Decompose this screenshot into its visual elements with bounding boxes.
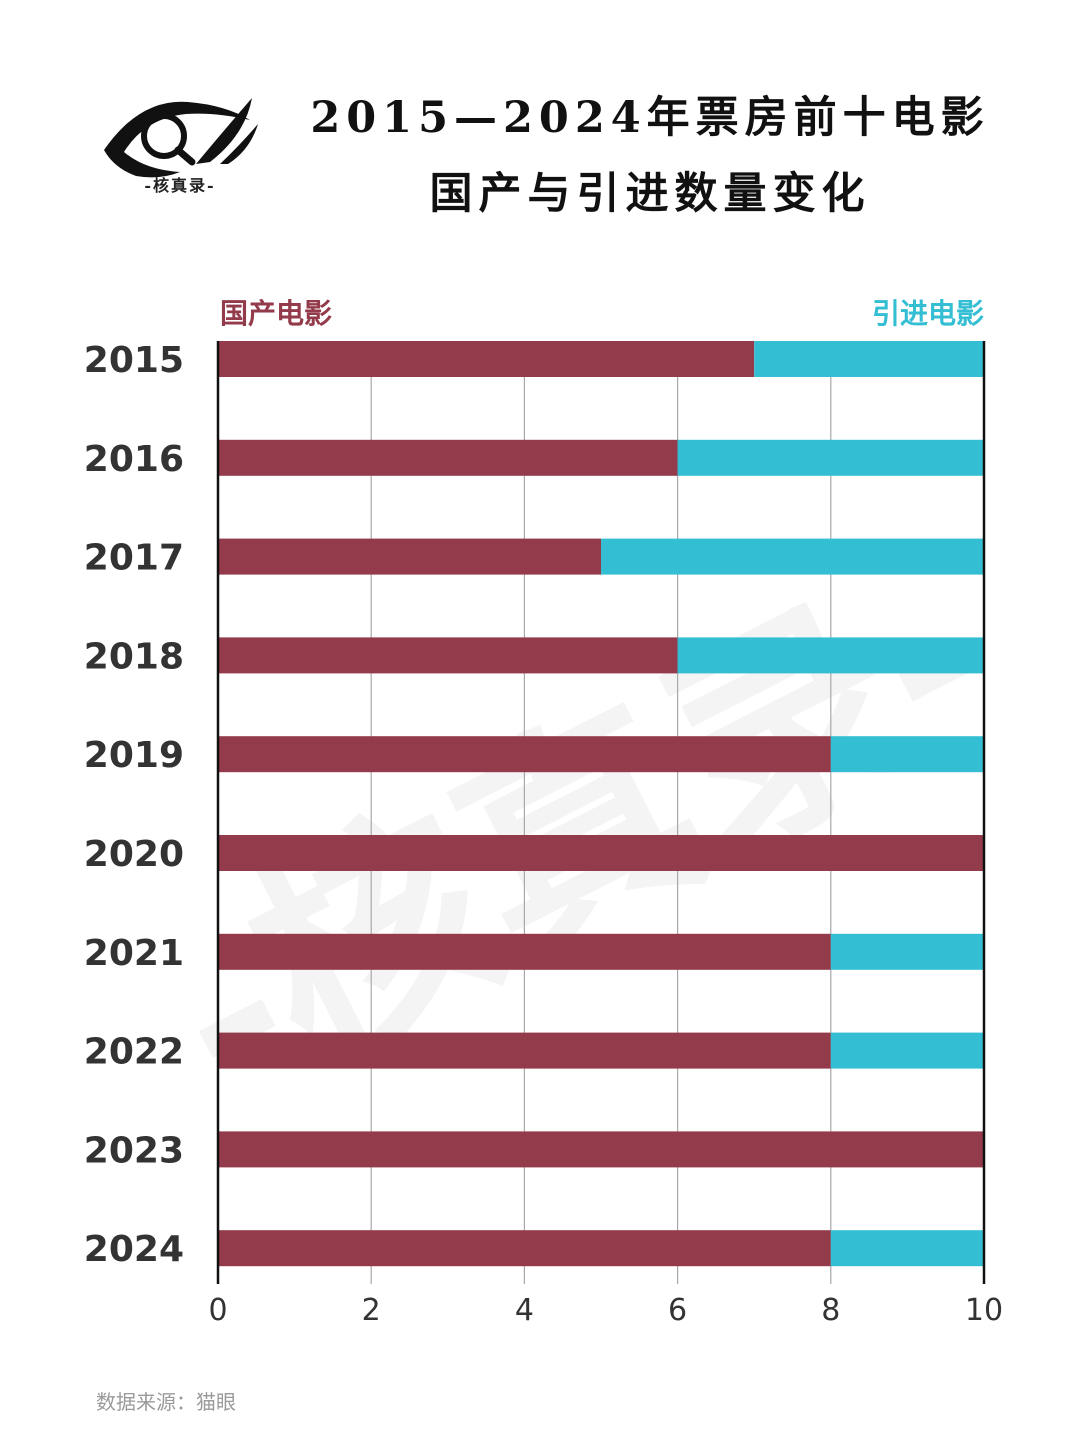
chart-title: 2015—2024年票房前十电影 国产与引进数量变化	[290, 80, 1010, 232]
bar-domestic	[218, 835, 984, 871]
y-tick-label: 2015	[84, 340, 184, 381]
bar-imported	[677, 637, 984, 674]
bar-imported	[830, 1032, 984, 1069]
bar-domestic	[218, 637, 678, 674]
data-source: 数据来源：猫眼	[96, 1390, 236, 1414]
bar-domestic	[218, 1032, 831, 1069]
x-tick-label: 10	[965, 1293, 1003, 1328]
x-tick-label: 0	[208, 1293, 227, 1328]
bar-imported	[601, 538, 984, 575]
y-tick-label: 2019	[84, 735, 184, 776]
bar-domestic	[218, 933, 831, 970]
chart-title-line2: 国产与引进数量变化	[429, 169, 871, 219]
legend-imported: 引进电影	[871, 297, 984, 330]
x-tick-label: 4	[515, 1293, 534, 1328]
logo-text: -核真录-	[144, 176, 216, 195]
bar-domestic	[218, 736, 831, 773]
y-tick-label: 2016	[84, 439, 184, 480]
chart-title-line1: 2015—2024年票房前十电影	[310, 93, 990, 143]
bar-imported	[830, 1230, 984, 1267]
x-tick-label: 6	[668, 1293, 687, 1328]
bar-domestic	[218, 1131, 984, 1168]
x-tick-label: 2	[362, 1293, 381, 1328]
logo-eye-icon	[104, 98, 258, 178]
bar-imported	[754, 341, 984, 377]
legend-domestic: 国产电影	[220, 297, 333, 330]
bar-imported	[677, 439, 984, 476]
y-tick-label: 2018	[84, 636, 184, 677]
y-tick-label: 2020	[84, 834, 184, 875]
y-tick-label: 2017	[84, 538, 184, 579]
y-tick-label: 2021	[84, 933, 184, 974]
bar-domestic	[218, 341, 755, 377]
bar-imported	[830, 736, 984, 773]
bar-domestic	[218, 439, 678, 476]
x-tick-label: 8	[821, 1293, 840, 1328]
y-tick-label: 2024	[84, 1229, 184, 1270]
y-tick-label: 2023	[84, 1130, 184, 1171]
bar-domestic	[218, 1230, 831, 1267]
bar-imported	[830, 933, 984, 970]
bar-domestic	[218, 538, 601, 575]
y-tick-label: 2022	[84, 1032, 184, 1073]
